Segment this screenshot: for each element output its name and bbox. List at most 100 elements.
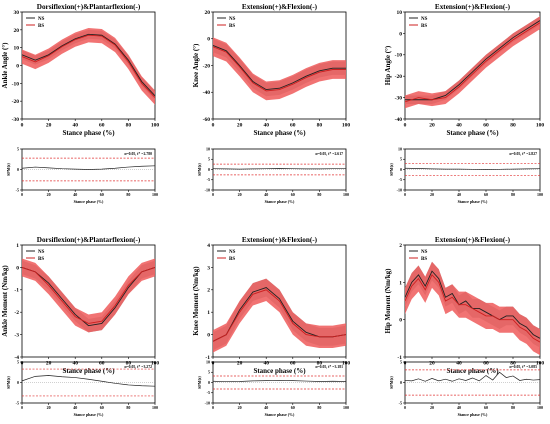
x-tick-label: 60 <box>484 192 488 197</box>
chart-title: Extension(+)&Flexion(-) <box>435 3 511 11</box>
y-tick-label: -10 <box>395 53 403 59</box>
x-tick-label: 20 <box>430 405 434 410</box>
y-tick-label: 5 <box>400 157 402 162</box>
x-axis-label: Stance phase (%) <box>265 412 295 417</box>
y-axis-label: SPM{t} <box>6 376 11 389</box>
x-axis-label: Stance phase (%) <box>458 412 488 417</box>
legend-label: BS <box>229 24 235 29</box>
y-tick-label: 10 <box>397 10 403 16</box>
sd-band-bs <box>405 16 540 109</box>
y-tick-label: 0 <box>400 380 402 385</box>
chart-title: Dorsiflexion(+)&Plantarflexion(-) <box>37 236 141 244</box>
y-tick-label: -10 <box>205 400 210 405</box>
y-tick-label: 10 <box>206 146 210 151</box>
spm-curve <box>404 371 541 382</box>
x-tick-label: 60 <box>291 405 295 410</box>
y-tick-label: -30 <box>12 117 20 123</box>
spm-curve <box>212 168 346 170</box>
mean-line-bs <box>404 274 541 343</box>
spm-curve <box>212 380 347 383</box>
mean-line-bs <box>212 46 346 92</box>
x-axis-label: Stance phase (%) <box>446 367 499 375</box>
x-tick-label: 40 <box>72 361 78 367</box>
x-tick-label: 80 <box>317 405 321 410</box>
mean-line-bs <box>21 266 156 324</box>
y-tick-label: -20 <box>12 99 20 105</box>
spm-annotation: α=0.05, t* =2.617 <box>315 152 343 156</box>
legend-label: NS <box>229 17 236 22</box>
x-axis-label: Stance phase (%) <box>62 367 115 375</box>
chart-title: Extension(+)&Flexion(-) <box>435 236 511 244</box>
x-tick-label: 20 <box>237 123 243 129</box>
x-tick-label: 0 <box>404 192 406 197</box>
x-tick-label: 0 <box>212 192 214 197</box>
y-tick-label: 1 <box>399 280 402 286</box>
y-tick-label: 0 <box>16 63 19 69</box>
x-axis-label: Stance phase (%) <box>253 367 306 375</box>
y-tick-label: -40 <box>203 90 211 96</box>
spm-annotation: α=0.05, t* =2.827 <box>509 152 537 156</box>
x-tick-label: 40 <box>457 405 461 410</box>
y-tick-label: -10 <box>12 81 20 87</box>
y-tick-label: 0 <box>208 380 210 385</box>
y-tick-label: -5 <box>399 400 402 405</box>
x-tick-label: 40 <box>263 361 269 367</box>
x-tick-label: 40 <box>73 192 77 197</box>
legend-label: NS <box>421 17 428 22</box>
y-tick-label: 3 <box>207 265 210 271</box>
x-tick-label: 60 <box>290 123 296 129</box>
x-tick-label: 80 <box>511 192 515 197</box>
y-axis-label: SPM{t} <box>197 163 202 176</box>
y-tick-label: 20 <box>205 10 211 16</box>
x-tick-label: 80 <box>511 405 515 410</box>
x-tick-label: 80 <box>126 192 130 197</box>
y-axis-label: SPM{t} <box>6 163 11 176</box>
x-tick-label: 80 <box>126 405 130 410</box>
x-axis-label: Stance phase (%) <box>74 412 104 417</box>
mean-line-ns <box>405 20 541 101</box>
x-tick-label: 60 <box>291 192 295 197</box>
x-tick-label: 0 <box>404 405 406 410</box>
x-axis-label: Stance phase (%) <box>62 129 115 137</box>
y-tick-label: -10 <box>205 187 210 192</box>
x-tick-label: 40 <box>456 361 462 367</box>
kinematics-panel: 0 20 40 60 80 100 -60 -40 -20 0 20 Stance phase (%)… <box>192 3 350 137</box>
y-axis-label: SPM{t} <box>197 376 202 389</box>
x-tick-label: 20 <box>429 361 435 367</box>
x-tick-label: 100 <box>343 405 349 410</box>
y-tick-label: 1 <box>16 243 19 249</box>
y-axis-label: SPM{t} <box>389 376 394 389</box>
x-tick-label: 40 <box>457 192 461 197</box>
y-tick-label: -10 <box>397 187 402 192</box>
y-tick-label: 0 <box>399 318 402 324</box>
legend-label: BS <box>421 24 427 29</box>
spm-curve <box>404 167 541 170</box>
x-tick-label: 40 <box>73 405 77 410</box>
x-tick-label: 100 <box>152 405 158 410</box>
x-tick-label: 40 <box>264 405 268 410</box>
x-tick-label: 0 <box>21 405 23 410</box>
y-tick-label: -5 <box>207 177 210 182</box>
axes-frame <box>21 244 156 358</box>
y-tick-label: 0 <box>17 167 19 172</box>
x-tick-label: 0 <box>404 123 407 129</box>
y-tick-label: -5 <box>399 177 402 182</box>
x-tick-label: 80 <box>317 123 323 129</box>
legend-label: NS <box>229 250 236 255</box>
mean-line-bs <box>404 22 541 103</box>
y-tick-label: 5 <box>208 370 210 375</box>
y-axis-label: Knee Angle (°) <box>192 43 200 87</box>
legend-label: BS <box>38 24 44 29</box>
y-tick-label: -1 <box>14 288 19 294</box>
y-axis-label: Hip Angle (°) <box>384 45 392 85</box>
x-tick-label: 20 <box>46 123 52 129</box>
y-axis-label: Knee Moment (Nm/kg) <box>192 266 200 336</box>
x-tick-label: 60 <box>290 361 296 367</box>
y-axis-label: Ankle Moment (Nm/kg) <box>1 265 9 337</box>
y-axis-label: Ankle Angle (°) <box>1 42 9 89</box>
x-tick-label: 20 <box>237 361 243 367</box>
x-tick-label: 60 <box>100 405 104 410</box>
